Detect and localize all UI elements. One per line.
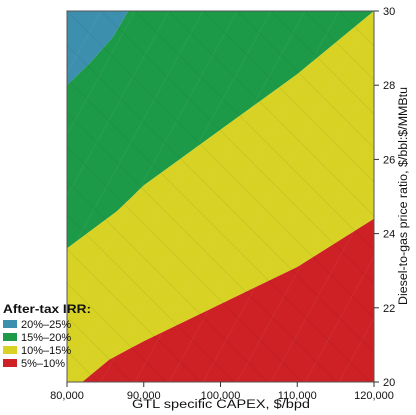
surface-facet-line <box>67 11 136 136</box>
plot-area <box>67 11 375 382</box>
surface-facet-line <box>67 146 303 382</box>
surface-facet-line <box>134 11 374 251</box>
surface-facet-line <box>338 317 374 382</box>
surface-facet-line <box>67 248 201 382</box>
y-axis-title: Diesel-to-gas price ratio, $/bbl:$/MMBtu <box>398 87 410 305</box>
surface-facet-line <box>270 11 374 115</box>
surface-facet-line <box>304 255 374 382</box>
surface-facet-line <box>67 214 235 382</box>
x-axis: 80,000 90,000 100,000 110,000 120,000 <box>50 382 394 402</box>
surface-facet-line <box>67 112 337 382</box>
surface-facet-line <box>168 11 374 382</box>
y-tick-label: 20 <box>383 377 395 389</box>
legend-swatch <box>3 359 17 367</box>
x-tick-label: 120,000 <box>354 390 394 402</box>
y-tick-label: 30 <box>383 6 395 18</box>
surface-facet-line <box>134 11 340 382</box>
surface-facet-line <box>304 11 374 81</box>
surface-facet-line <box>236 131 374 382</box>
legend-label: 20%–25% <box>21 319 71 331</box>
surface-facet-line <box>67 316 133 382</box>
irr-region-10-15 <box>67 11 374 382</box>
legend-label: 5%–10% <box>21 358 65 370</box>
surface-facet-line <box>202 11 374 183</box>
surface-facet-line <box>202 70 374 382</box>
legend-title: After-tax IRR: <box>3 302 91 316</box>
y-axis: 20 22 24 26 28 30 <box>374 6 395 389</box>
surface-facet-line <box>236 11 374 149</box>
legend-swatch <box>3 333 17 341</box>
legend-swatch <box>3 320 17 328</box>
surface-facet-line <box>100 11 306 382</box>
y-tick-label: 28 <box>383 80 395 92</box>
y-tick-label: 24 <box>383 229 395 241</box>
surface-facet-line <box>67 11 272 382</box>
surface-facet-line <box>270 193 374 382</box>
irr-region-20-25 <box>67 11 129 86</box>
x-tick-label: 80,000 <box>50 390 84 402</box>
x-tick-label: 110,000 <box>278 390 317 402</box>
legend-label: 10%–15% <box>21 345 71 357</box>
y-tick-label: 22 <box>383 303 395 315</box>
x-tick-label: 100,000 <box>201 390 241 402</box>
surface-facet-line <box>67 180 269 382</box>
x-axis-title: GTL specific CAPEX, $/bpd <box>132 399 310 411</box>
legend: After-tax IRR: 20%–25%15%–20%10%–15%5%–1… <box>3 302 91 370</box>
surface-facet-line <box>168 11 374 217</box>
surface-facet-line <box>67 11 204 260</box>
y-tick-label: 26 <box>383 154 395 166</box>
x-tick-label: 90,000 <box>127 390 161 402</box>
surface-facet-line <box>67 78 371 382</box>
irr-region-5-10 <box>82 218 375 382</box>
legend-label: 15%–20% <box>21 332 71 344</box>
legend-swatch <box>3 346 17 354</box>
surface-facet-line <box>67 282 167 382</box>
surface-facet-line <box>100 11 374 285</box>
surface-facet-line <box>67 11 374 319</box>
surface-facet-line <box>67 44 374 353</box>
